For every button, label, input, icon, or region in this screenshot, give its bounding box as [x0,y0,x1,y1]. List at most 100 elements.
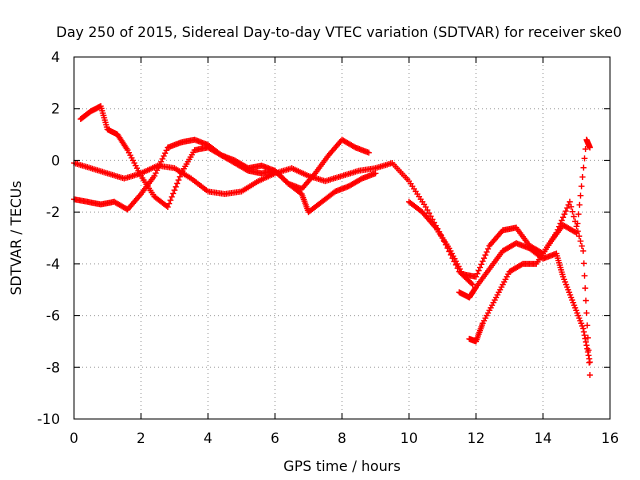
x-tick-label: 2 [137,431,146,447]
data-point [469,281,476,288]
data-point [581,155,588,162]
x-tick-label: 14 [534,431,552,447]
data-point [426,210,433,217]
series-track-4 [406,198,593,379]
data-point [164,203,171,210]
series-track-3 [71,136,379,216]
series-track-1 [71,160,476,288]
data-point [584,322,591,329]
data-point [166,200,173,207]
data-point [575,211,582,218]
data-point [154,167,161,174]
data-point [176,173,183,180]
data-point [572,229,579,236]
data-point [582,297,589,304]
data-point [585,352,592,359]
data-point [579,173,586,180]
data-point [586,355,593,362]
data-point [586,372,593,379]
data-point [160,153,167,160]
x-tick-label: 16 [601,431,619,447]
data-point [477,264,484,271]
data-point [584,349,591,356]
data-point [580,328,587,335]
y-tick-label: -6 [46,309,60,325]
data-point [564,205,571,212]
data-point [170,190,177,197]
data-point [576,233,583,240]
data-point [468,280,475,287]
data-point [167,197,174,204]
data-point [485,245,492,252]
data-point [568,203,575,210]
data-point [481,255,488,262]
series-track-6 [466,136,593,345]
data-point [584,345,591,352]
x-tick-label: 8 [338,431,347,447]
grid [74,57,610,419]
x-tick-label: 10 [400,431,418,447]
data-point [155,164,162,171]
data-point [168,193,175,200]
data-point [422,203,429,210]
data-point [159,155,166,162]
axes: 0 2 4 6 8 10 12 14 16 -10 -8 -6 -4 -2 0 2 4 [37,50,619,447]
x-axis-title: GPS time / hours [283,459,400,475]
data-point [152,170,159,177]
data-point [158,158,165,165]
data-point [576,201,583,208]
data-point [424,207,431,214]
data-point [172,183,179,190]
plot-area [71,103,593,379]
data-point [566,198,573,205]
data-point [479,258,486,265]
data-point [581,272,588,279]
data-point [578,243,585,250]
data-point [580,260,587,267]
data-point [474,270,481,277]
data-point [163,147,170,154]
y-tick-label: -8 [46,360,60,376]
y-tick-label: 2 [51,102,60,118]
data-point [583,342,590,349]
data-point [482,252,489,259]
data-point [586,359,593,366]
data-point [162,150,169,157]
y-tick-label: -2 [46,205,60,221]
y-tick-label: -4 [46,257,60,273]
data-point [372,170,379,177]
data-point [561,211,568,218]
data-point [518,261,525,268]
x-tick-label: 0 [70,431,79,447]
data-point [582,146,589,153]
y-axis-title: SDTVAR / TECUs [9,181,25,296]
data-point [560,214,567,221]
y-tick-label: 0 [51,153,60,169]
data-point [577,238,584,245]
data-point [580,325,587,332]
data-point [582,338,589,345]
data-point [569,208,576,215]
chart-title: Day 250 of 2015, Sidereal Day-to-day VTE… [56,25,622,41]
data-point [174,180,181,187]
data-point [151,172,158,179]
data-point [578,183,585,190]
data-point [574,220,581,227]
series-track-5 [456,240,593,366]
data-point [581,332,588,339]
data-point [583,309,590,316]
data-point [580,247,587,254]
x-tick-label: 12 [467,431,485,447]
x-tick-label: 6 [271,431,280,447]
data-point [475,267,482,274]
data-point [483,248,490,255]
data-point [175,177,182,184]
y-tick-label: -10 [37,412,60,428]
data-point [573,223,580,230]
data-point [171,187,178,194]
data-point [582,335,589,342]
data-point [473,273,479,280]
data-point [582,285,589,292]
data-point [580,164,587,171]
